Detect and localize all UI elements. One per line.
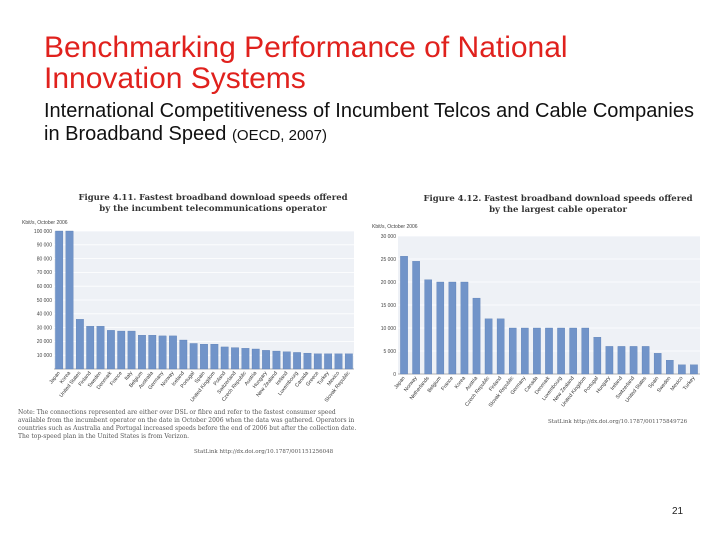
- incumbent-bar: [138, 335, 146, 370]
- incumbent-y-tick-label: 100 000: [34, 229, 52, 235]
- incumbent-bar: [55, 230, 64, 370]
- cable-bar: [545, 327, 553, 375]
- incumbent-y-tick-label: 50 000: [37, 298, 53, 304]
- incumbent-bar: [344, 353, 353, 370]
- cable-y-tick-label: 20 000: [381, 280, 397, 286]
- chart-incumbent-telcos: 10 000 20 000 30 000 40 000 50 000 60 000 70 0…: [34, 229, 354, 404]
- cable-bar: [557, 327, 565, 375]
- cable-bar: [508, 327, 517, 375]
- incumbent-bar: [169, 335, 177, 370]
- figure-4-11: Figure 4.11. Fastest broadband download …: [18, 185, 360, 457]
- incumbent-bar: [148, 335, 157, 370]
- incumbent-bar: [313, 353, 322, 370]
- cable-bar: [400, 256, 408, 375]
- incumbent-bar: [293, 352, 301, 370]
- cable-bar: [533, 327, 541, 375]
- cable-bar: [581, 327, 590, 375]
- figure-4-12-title-line1: Fastest broadband download speeds offere…: [484, 194, 693, 204]
- incumbent-bar: [210, 344, 219, 370]
- incumbent-bar: [200, 344, 208, 370]
- cable-category-label: Turkey: [682, 375, 697, 391]
- incumbent-bar: [303, 352, 312, 370]
- figure-4-11-title: Figure 4.11. Fastest broadband download …: [68, 193, 358, 215]
- incumbent-bar: [107, 330, 115, 370]
- cable-bar: [678, 364, 686, 375]
- cable-y-tick-label: 5 000: [383, 349, 396, 355]
- incumbent-bar: [282, 351, 291, 370]
- incumbent-bar: [75, 319, 84, 370]
- figure-4-11-number: Figure 4.11.: [78, 193, 137, 203]
- slide-title: Benchmarking Performance of National Inn…: [44, 31, 568, 95]
- figure-4-12-statlink: StatLink http://dx.doi.org/10.1787/00117…: [548, 419, 688, 425]
- cable-bar: [605, 346, 614, 375]
- cable-bar: [617, 346, 626, 375]
- cable-bar: [641, 346, 650, 375]
- incumbent-y-tick-label: 90 000: [37, 243, 53, 249]
- incumbent-bar: [262, 350, 270, 370]
- incumbent-bar: [189, 343, 198, 370]
- incumbent-bar: [65, 230, 74, 370]
- cable-y-tick-label: 0: [393, 372, 396, 378]
- cable-bar: [448, 281, 457, 375]
- incumbent-y-tick-label: 10 000: [37, 353, 53, 359]
- incumbent-bar: [220, 346, 229, 370]
- incumbent-category-label: Italy: [124, 370, 135, 382]
- incumbent-bar: [241, 348, 250, 370]
- incumbent-bar: [272, 350, 281, 370]
- cable-y-tick-label: 15 000: [381, 303, 397, 309]
- incumbent-y-tick-label: 60 000: [37, 284, 53, 290]
- incumbent-bar: [127, 330, 136, 370]
- figure-4-11-title-line1: Fastest broadband download speeds offere…: [139, 193, 348, 203]
- cable-bar: [690, 364, 698, 375]
- incumbent-bar: [179, 339, 188, 370]
- incumbent-bar: [324, 353, 333, 370]
- cable-bar: [593, 337, 602, 375]
- cable-bar: [653, 353, 662, 375]
- cable-y-tick-label: 30 000: [381, 234, 397, 240]
- cable-bar: [436, 281, 445, 375]
- cable-y-tick-label: 25 000: [381, 257, 397, 263]
- figure-4-12-number: Figure 4.12.: [423, 194, 482, 204]
- cable-bar: [472, 297, 481, 375]
- cable-bar: [424, 279, 432, 375]
- incumbent-bar: [334, 353, 343, 370]
- figure-4-12: Figure 4.12. Fastest broadband download …: [368, 190, 710, 432]
- cable-bar: [496, 318, 505, 375]
- figure-4-12-title: Figure 4.12. Fastest broadband download …: [408, 194, 708, 216]
- figure-4-11-note: Note: The connections represented are ei…: [18, 409, 357, 440]
- subtitle-main: International Competitiveness of Incumbe…: [44, 100, 694, 145]
- cable-bar: [412, 261, 420, 375]
- incumbent-y-tick-label: 40 000: [37, 312, 53, 318]
- incumbent-y-tick-label: 80 000: [37, 256, 53, 262]
- page-number: 21: [672, 506, 684, 517]
- cable-bar: [521, 327, 529, 375]
- incumbent-bar: [251, 348, 260, 370]
- incumbent-y-tick-label: 30 000: [37, 325, 53, 331]
- cable-bar: [460, 281, 469, 375]
- figure-4-11-title-line2: by the incumbent telecommunications oper…: [99, 204, 327, 214]
- slide-subtitle: International Competitiveness of Incumbe…: [44, 100, 704, 147]
- subtitle-source: (OECD, 2007): [231, 127, 327, 144]
- figure-4-11-unit: Kbit/s, October 2006: [22, 220, 68, 226]
- incumbent-bar: [96, 326, 105, 370]
- cable-category-label: France: [440, 375, 455, 392]
- cable-bar: [629, 346, 638, 375]
- cable-y-tick-label: 10 000: [381, 326, 397, 332]
- figure-4-11-statlink: StatLink http://dx.doi.org/10.1787/00115…: [194, 449, 334, 455]
- cable-bar: [569, 327, 577, 375]
- incumbent-bar: [117, 330, 126, 370]
- figure-4-12-title-line2: by the largest cable operator: [489, 205, 627, 215]
- incumbent-bar: [231, 347, 239, 370]
- incumbent-bar: [158, 335, 167, 370]
- cable-bar: [484, 318, 493, 375]
- cable-bar: [666, 360, 674, 375]
- cable-category-label: Mexico: [670, 375, 685, 392]
- incumbent-bar: [86, 326, 95, 370]
- figure-4-12-unit: Kbit/s, October 2006: [372, 224, 418, 230]
- incumbent-y-tick-label: 70 000: [37, 270, 53, 276]
- incumbent-y-tick-label: 20 000: [37, 339, 53, 345]
